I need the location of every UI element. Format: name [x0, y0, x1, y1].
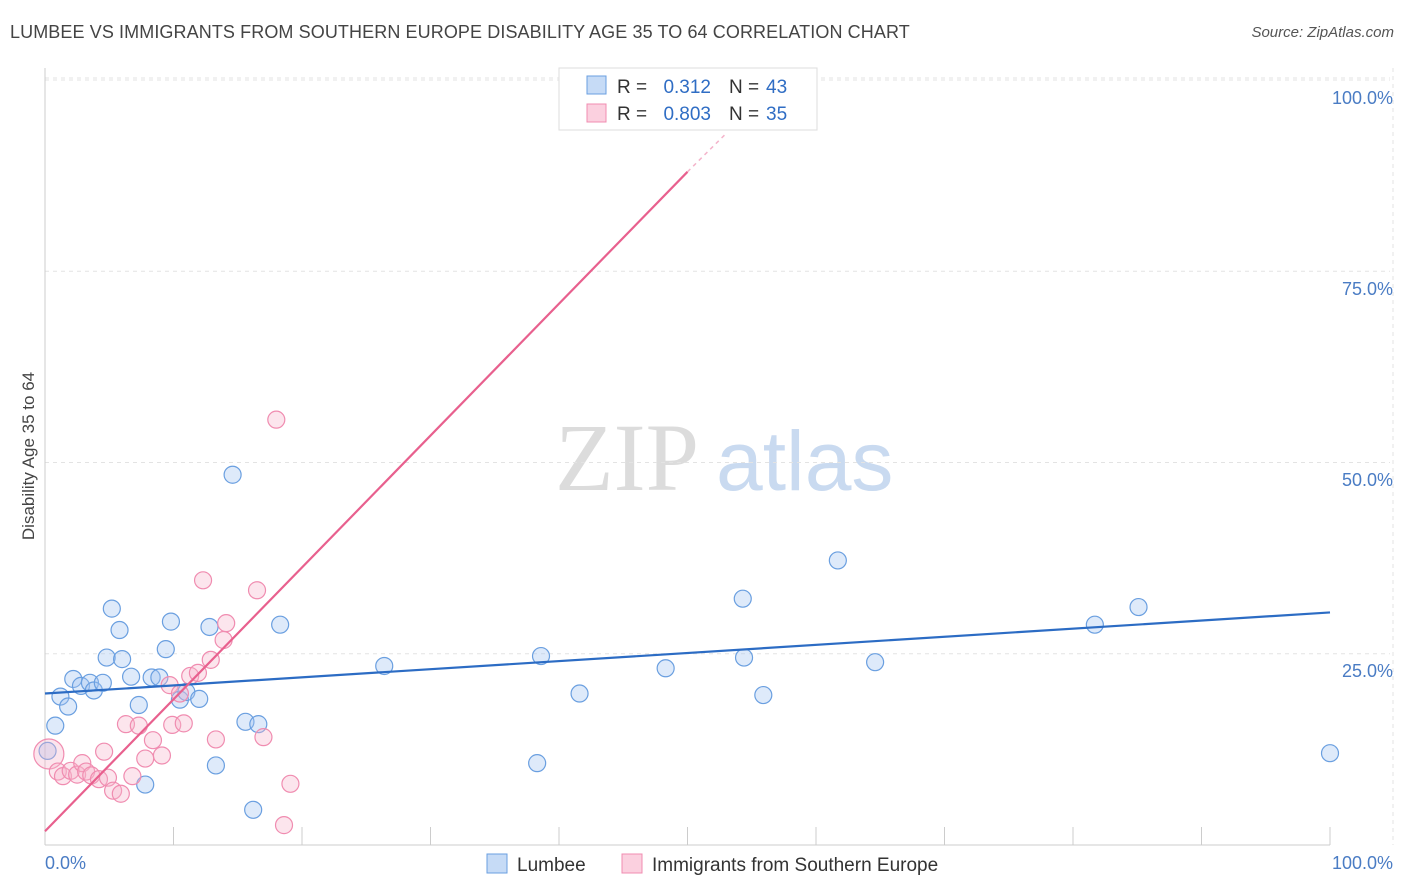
y-tick-label-100: 100.0%: [1332, 88, 1393, 108]
y-tick-label-50: 50.0%: [1342, 470, 1393, 490]
legend-n-value-1: 43: [766, 77, 787, 98]
lumbee-point-3: [59, 697, 78, 716]
southern-point-9: [95, 742, 114, 761]
legend-r-label-2: R =: [617, 104, 647, 125]
series-legend: Lumbee Immigrants from Southern Europe: [486, 853, 938, 876]
legend-n-label-1: N =: [729, 77, 759, 98]
southern-point-5: [73, 754, 92, 773]
x-tick-label-0: 0.0%: [45, 853, 86, 873]
trend-layer: [44, 133, 1331, 832]
lumbee-point-38: [828, 551, 847, 570]
lumbee-point-19: [161, 612, 181, 631]
southern-point-32: [274, 816, 294, 835]
bottom-legend-southern: Immigrants from Southern Europe: [652, 855, 938, 876]
legend-r-value-1: 0.312: [663, 77, 711, 98]
southern-point-14: [123, 767, 142, 786]
lumbee-point-34: [656, 659, 675, 678]
lumbee-point-14: [129, 695, 148, 715]
lumbee-point-35: [733, 589, 752, 608]
lumbee-point-1: [46, 716, 65, 735]
y-tick-label-75: 75.0%: [1342, 279, 1393, 299]
lumbee-point-30: [375, 656, 394, 676]
southern-point-31: [254, 728, 273, 747]
southern-trend-line: [44, 171, 689, 832]
lumbee-point-29: [271, 615, 290, 634]
lumbee-point-32: [531, 646, 551, 666]
southern-point-0: [33, 738, 65, 770]
points-layer: [33, 410, 1340, 835]
southern-point-28: [214, 630, 233, 650]
southern-point-16: [136, 749, 155, 768]
lumbee-point-8: [93, 673, 112, 692]
bottom-legend-swatch-lumbee: [486, 853, 508, 874]
lumbee-point-11: [110, 620, 129, 640]
y-axis-label: Disability Age 35 to 64: [19, 372, 38, 540]
lumbee-point-12: [112, 650, 132, 669]
bottom-legend-swatch-southern: [621, 853, 643, 874]
southern-point-17: [143, 731, 163, 750]
southern-point-22: [174, 714, 193, 733]
lumbee-point-13: [121, 667, 141, 686]
legend-swatch-lumbee: [586, 75, 607, 95]
southern-point-25: [193, 571, 213, 590]
southern-point-18: [152, 746, 172, 765]
lumbee-point-40: [1085, 615, 1104, 634]
lumbee-point-36: [734, 648, 754, 667]
southern-point-30: [247, 581, 267, 600]
chart-title: LUMBEE VS IMMIGRANTS FROM SOUTHERN EUROP…: [10, 22, 910, 42]
southern-point-8: [89, 770, 109, 789]
legend-swatch-southern: [586, 103, 607, 123]
lumbee-point-42: [1320, 744, 1340, 763]
lumbee-point-41: [1129, 597, 1148, 617]
lumbee-point-9: [97, 648, 116, 667]
southern-point-33: [281, 774, 300, 793]
southern-point-12: [111, 784, 130, 803]
watermark-zip: ZIP: [555, 404, 699, 511]
lumbee-point-0: [38, 741, 57, 761]
y-tick-label-25: 25.0%: [1342, 661, 1393, 681]
lumbee-point-25: [223, 465, 242, 484]
lumbee-point-18: [156, 640, 175, 659]
lumbee-trend-line: [44, 611, 1331, 695]
watermark-atlas: atlas: [716, 414, 893, 508]
bottom-legend-lumbee: Lumbee: [517, 855, 586, 876]
legend-r-value-2: 0.803: [663, 104, 711, 125]
legend-n-value-2: 35: [766, 104, 787, 125]
lumbee-point-33: [570, 684, 589, 703]
southern-point-20: [163, 715, 182, 734]
correlation-legend: R = 0.312 N = 43 R = 0.803 N = 35: [558, 67, 818, 131]
source-label: Source: ZipAtlas.com: [1251, 24, 1394, 41]
southern-point-15: [129, 716, 148, 735]
southern-point-34: [267, 410, 286, 429]
lumbee-point-10: [102, 599, 121, 618]
southern-point-29: [217, 614, 236, 633]
lumbee-point-27: [244, 800, 263, 819]
lumbee-point-39: [866, 653, 885, 672]
lumbee-point-31: [528, 754, 547, 773]
x-tick-label-100: 100.0%: [1332, 853, 1393, 873]
legend-n-label-2: N =: [729, 104, 759, 125]
lumbee-point-23: [200, 617, 219, 637]
lumbee-point-15: [136, 775, 155, 794]
southern-trend-extension: [686, 133, 727, 173]
axis-layer: [44, 68, 1331, 846]
legend-r-label-1: R =: [617, 77, 647, 98]
lumbee-point-22: [190, 689, 209, 708]
southern-point-27: [206, 730, 226, 749]
lumbee-point-24: [206, 756, 226, 775]
lumbee-point-37: [754, 685, 773, 705]
